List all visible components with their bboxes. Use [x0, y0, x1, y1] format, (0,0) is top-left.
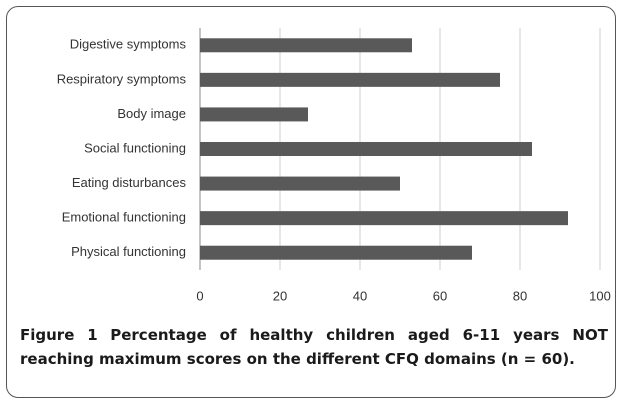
bar	[200, 107, 308, 122]
x-tick-label: 100	[589, 288, 611, 303]
bar	[200, 211, 568, 226]
caption: Figure 1 Percentage of healthy children …	[20, 323, 608, 371]
bar	[200, 142, 532, 156]
y-tick-label: Body image	[117, 106, 186, 121]
y-tick-label: Physical functioning	[71, 244, 186, 259]
y-tick-label: Digestive symptoms	[70, 37, 187, 52]
y-tick-label: Social functioning	[84, 140, 186, 155]
x-tick-label: 20	[273, 288, 287, 303]
chart: 0 20 40 60 80 100 Digestive symptoms Respirator…	[57, 28, 611, 303]
caption-label: Figure 1	[20, 326, 98, 344]
y-tick-label: Respiratory symptoms	[57, 71, 187, 86]
x-tick-label: 80	[513, 288, 527, 303]
x-tick-label: 40	[353, 288, 367, 303]
caption-text: Percentage of healthy children aged 6-11…	[20, 326, 608, 368]
bar	[200, 176, 400, 191]
bar	[200, 72, 500, 87]
y-tick-label: Emotional functioning	[62, 210, 186, 225]
bar	[200, 38, 412, 53]
x-tick-label: 60	[433, 288, 447, 303]
x-tick-label: 0	[196, 288, 203, 303]
figure-frame	[6, 6, 616, 398]
bar	[200, 245, 472, 260]
y-tick-label: Eating disturbances	[72, 175, 187, 190]
